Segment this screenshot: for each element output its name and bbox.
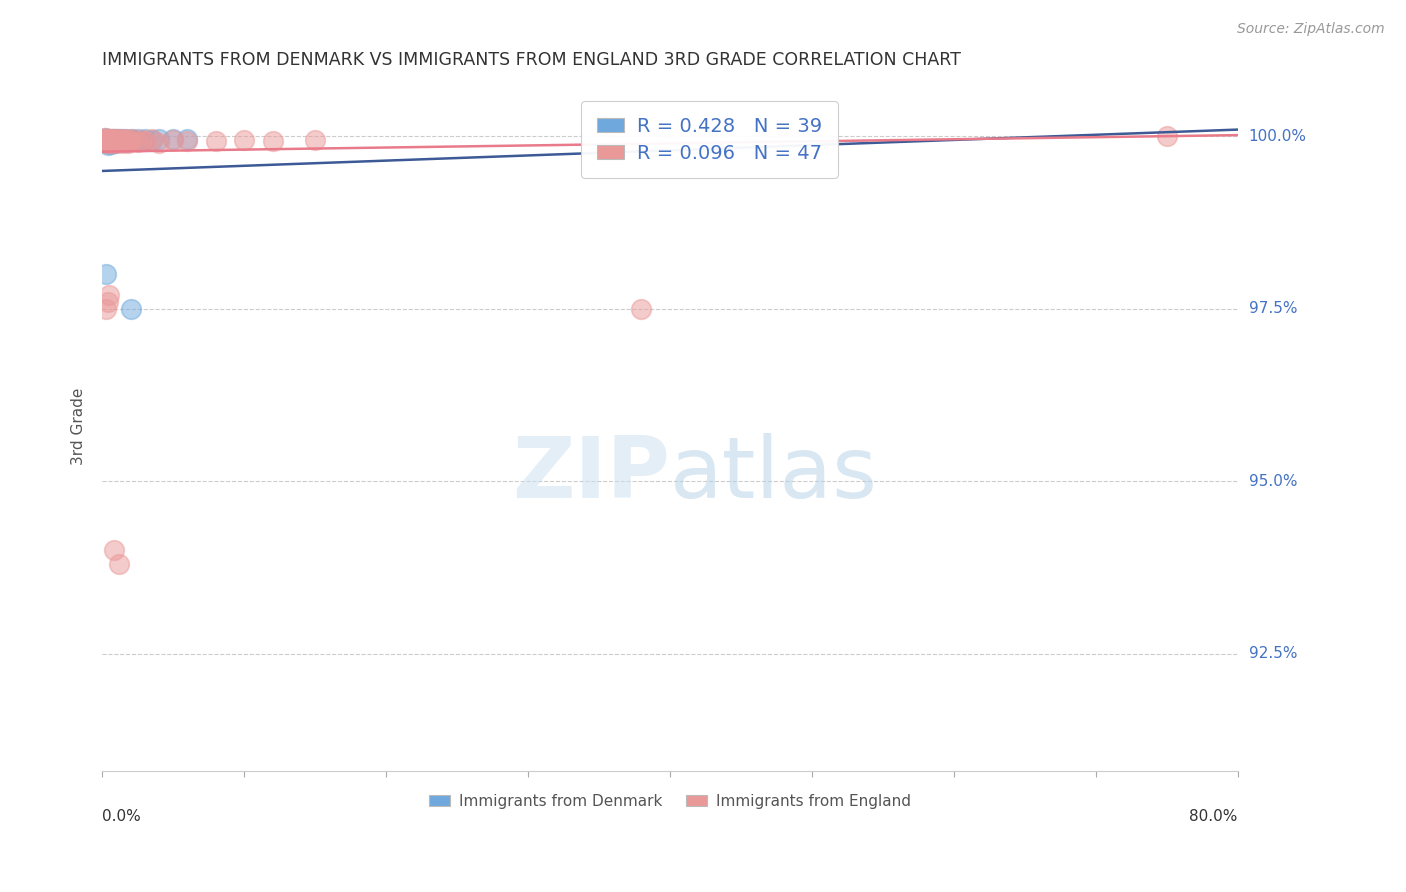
Legend: Immigrants from Denmark, Immigrants from England: Immigrants from Denmark, Immigrants from… [423,788,917,814]
Point [115,132,138,146]
Point [97,294,120,309]
Point [176,131,198,145]
Point [120,301,142,316]
Point [98,288,121,302]
Point [114,132,136,146]
Point [114,134,136,148]
Point [162,133,184,147]
Point [98,136,121,150]
Point [108,134,131,148]
Point [96,131,118,145]
Text: 80.0%: 80.0% [1189,809,1237,823]
Point [148,132,170,146]
Point [233,133,256,147]
Point [96,301,118,316]
Point [103,135,125,149]
Point [97,134,120,148]
Point [105,133,128,147]
Point [131,134,153,148]
Text: 95.0%: 95.0% [1249,474,1298,489]
Point [630,301,652,316]
Point [98,131,121,145]
Point [1156,129,1178,144]
Point [98,131,121,145]
Point [103,132,125,146]
Point [97,137,120,152]
Point [127,135,149,149]
Point [94,134,117,148]
Point [131,133,153,147]
Point [103,543,125,558]
Point [107,132,129,146]
Point [105,136,128,150]
Point [96,131,118,145]
Point [117,133,139,147]
Point [96,136,118,151]
Point [127,132,149,146]
Point [108,133,131,147]
Point [104,134,127,148]
Point [100,133,122,147]
Point [107,131,129,145]
Point [97,132,120,146]
Text: atlas: atlas [669,433,877,516]
Text: 0.0%: 0.0% [103,809,141,823]
Point [122,133,145,147]
Point [118,133,141,147]
Point [93,133,115,147]
Text: Source: ZipAtlas.com: Source: ZipAtlas.com [1237,22,1385,37]
Point [101,132,124,146]
Text: 97.5%: 97.5% [1249,301,1298,317]
Point [100,132,122,146]
Point [117,136,139,150]
Point [93,132,115,146]
Point [96,136,118,151]
Point [98,136,121,150]
Point [122,132,145,146]
Point [141,133,163,147]
Point [96,134,118,148]
Point [120,134,142,148]
Point [105,131,128,145]
Point [94,131,117,145]
Point [120,131,142,145]
Point [97,132,120,146]
Point [101,136,124,150]
Point [111,136,134,150]
Point [103,131,125,145]
Text: ZIP: ZIP [512,433,669,516]
Point [115,135,138,149]
Point [94,135,117,149]
Text: IMMIGRANTS FROM DENMARK VS IMMIGRANTS FROM ENGLAND 3RD GRADE CORRELATION CHART: IMMIGRANTS FROM DENMARK VS IMMIGRANTS FR… [103,51,962,69]
Point [204,134,226,148]
Point [105,134,128,148]
Point [111,131,134,145]
Point [162,131,184,145]
Point [112,134,135,148]
Point [94,131,117,145]
Point [176,134,198,148]
Y-axis label: 3rd Grade: 3rd Grade [72,387,86,465]
Point [141,132,163,146]
Point [100,134,122,148]
Point [100,137,122,152]
Point [101,131,124,145]
Point [110,134,132,148]
Point [101,135,124,149]
Point [118,134,141,148]
Point [110,132,132,146]
Text: 92.5%: 92.5% [1249,646,1298,661]
Point [134,134,156,148]
Point [262,134,284,148]
Point [134,131,156,145]
Point [103,136,125,151]
Point [304,133,326,147]
Point [104,136,127,150]
Point [112,133,135,147]
Point [148,136,170,150]
Point [108,557,131,571]
Point [96,268,118,282]
Text: 100.0%: 100.0% [1249,129,1306,144]
